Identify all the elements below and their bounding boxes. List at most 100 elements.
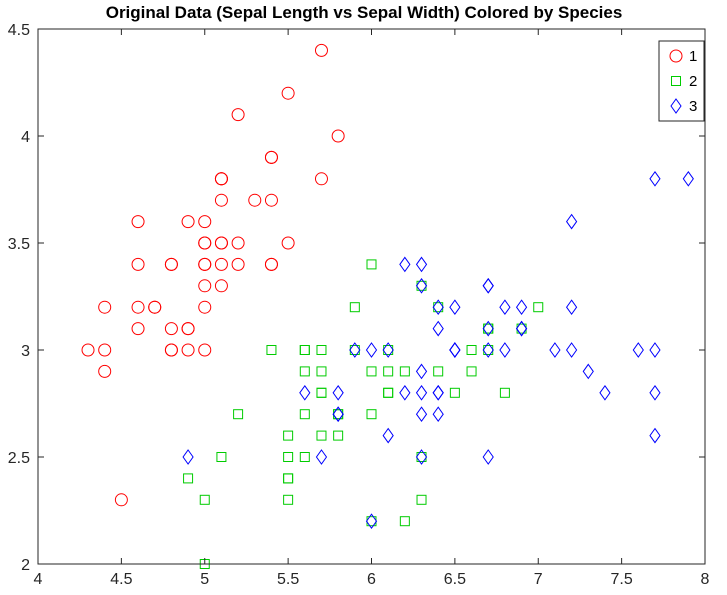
data-point [383,366,394,377]
data-point [198,236,212,250]
data-point [131,257,145,271]
data-point [114,493,128,507]
data-point [416,494,427,505]
x-tick-label: 5.5 [277,571,299,588]
data-point [632,342,644,358]
data-point [399,256,411,273]
data-point [366,366,377,377]
legend-label: 1 [689,48,697,65]
data-point [198,300,212,314]
data-point [316,387,327,398]
y-tick-label: 4.5 [8,22,30,39]
data-point [181,322,195,336]
data-point [332,384,344,401]
x-tick-label: 7 [534,571,543,588]
data-point [331,129,345,143]
data-point [482,277,494,294]
data-point [183,473,194,484]
x-tick-label: 4.5 [110,571,132,588]
data-point [649,170,661,187]
data-point [482,320,494,337]
data-point [216,452,227,462]
axis-ticks: 4 4.5 5 5.5 6 6.5 7 7.5 8 2 2.5 3 3.5 4 4.5 [8,22,710,588]
data-point [365,342,378,358]
data-point [533,302,544,313]
data-point [582,363,594,380]
data-point [565,299,578,316]
data-point [382,427,394,444]
data-point [316,345,327,355]
data-point [299,452,310,462]
data-point [365,513,378,530]
data-point [515,299,528,316]
data-point [81,343,95,357]
data-point [214,279,228,293]
data-point [131,322,145,336]
data-point [449,342,461,358]
data-point [314,43,328,57]
data-point [349,302,360,313]
data-point [164,343,178,357]
data-point [432,384,444,401]
data-point [248,193,262,207]
legend-marker [670,98,682,114]
data-point [281,236,295,250]
y-tick-label: 2 [21,557,30,574]
data-point [316,387,327,398]
data-point [383,387,394,398]
x-tick-label: 7.5 [611,571,633,588]
data-point [283,494,294,505]
legend-label: 3 [689,98,697,115]
x-tick-label: 5 [200,571,209,588]
data-point [415,256,428,273]
data-point [198,215,212,229]
data-point [299,384,311,401]
data-point [315,449,328,465]
data-point [415,384,428,401]
data-point [314,172,328,186]
legend: 1 2 3 [658,40,705,122]
data-point [164,322,178,336]
data-point [449,387,460,398]
x-tick-label: 4 [34,571,43,588]
data-point [283,430,294,441]
data-point [266,345,277,355]
data-point [366,259,377,270]
data-point [231,257,245,271]
data-point [264,150,278,164]
data-point [299,366,310,377]
data-point [199,494,210,505]
data-point [316,366,327,377]
data-point [98,300,112,314]
data-point [316,430,327,441]
data-point [415,277,428,294]
data-point [499,387,510,398]
axes-box [37,28,706,565]
data-point [264,193,278,207]
y-tick-label: 3.5 [8,236,30,253]
data-point [449,342,461,358]
legend-label: 2 [689,73,697,90]
legend-marker [671,76,681,86]
data-point [649,342,661,358]
data-point [482,449,494,465]
data-point [565,213,578,230]
data-point [264,257,278,271]
data-point [649,384,661,401]
data-point [466,366,477,377]
data-point [299,409,310,420]
data-point [299,345,310,355]
data-point [599,384,611,401]
y-tick-label: 2.5 [8,450,30,467]
data-point [332,406,344,423]
data-point [415,449,428,465]
y-tick-label: 3 [21,343,30,360]
data-point [383,387,394,398]
data-point [98,364,112,378]
data-point [649,427,661,444]
data-point [482,342,494,358]
legend-marker [669,49,683,63]
data-point [349,342,361,358]
data-point [214,236,228,250]
data-point [182,449,194,465]
